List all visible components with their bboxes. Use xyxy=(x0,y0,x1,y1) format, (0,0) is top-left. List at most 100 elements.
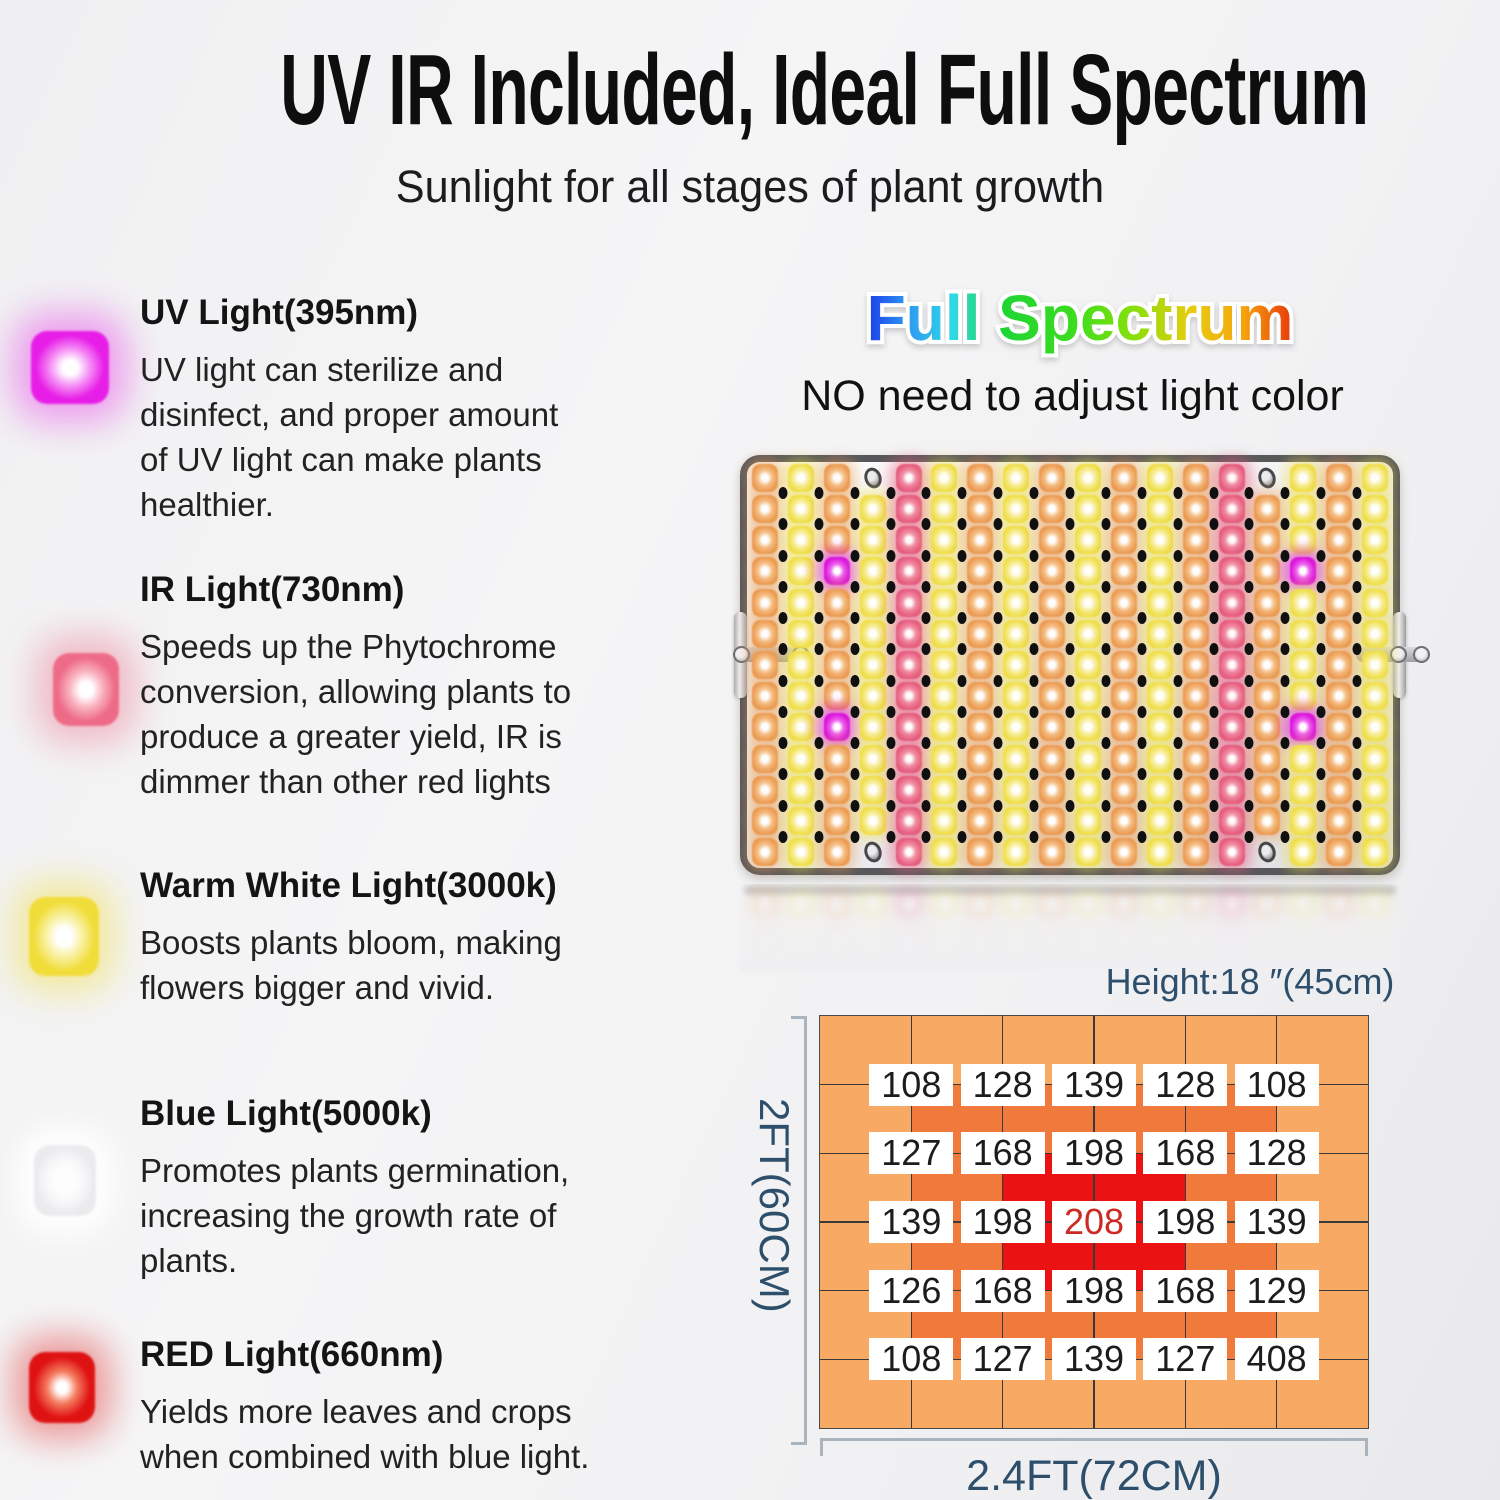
led-orange xyxy=(1182,494,1209,523)
led-yellow xyxy=(931,807,958,836)
vent-hole xyxy=(1137,768,1147,781)
vent-hole xyxy=(778,580,788,593)
bracket-screw-icon xyxy=(1390,646,1407,663)
led-yellow xyxy=(1074,526,1101,555)
led-orange xyxy=(1110,463,1137,492)
led-yellow xyxy=(787,588,814,617)
vent-hole xyxy=(1101,799,1111,812)
vent-hole xyxy=(1065,799,1075,812)
led-yellow xyxy=(1074,744,1101,773)
led-pink xyxy=(895,744,922,773)
reflection-fade xyxy=(740,884,1400,972)
led-orange xyxy=(967,682,994,711)
led-yellow xyxy=(1074,588,1101,617)
led-yellow xyxy=(787,463,814,492)
led-orange xyxy=(1254,744,1281,773)
led-orange xyxy=(1326,588,1353,617)
vent-hole xyxy=(1280,830,1290,843)
vent-hole xyxy=(921,612,931,625)
vent-hole xyxy=(1316,643,1326,656)
ppfd-value-label: 127 xyxy=(1143,1338,1228,1381)
ppfd-value-label: 126 xyxy=(869,1269,954,1312)
led-orange xyxy=(1039,619,1066,648)
vent-hole xyxy=(1137,799,1147,812)
vent-hole xyxy=(814,549,824,562)
red-led-icon xyxy=(29,1352,95,1423)
ppfd-value-label: 129 xyxy=(1234,1269,1319,1312)
led-orange xyxy=(751,463,778,492)
led-yellow xyxy=(1146,807,1173,836)
light-item-title: IR Light(730nm) xyxy=(140,570,405,609)
led-orange xyxy=(1039,838,1066,867)
vent-hole xyxy=(1173,737,1183,750)
vent-hole xyxy=(886,612,896,625)
vent-hole xyxy=(1173,705,1183,718)
vent-hole xyxy=(1029,643,1039,656)
vent-hole xyxy=(814,705,824,718)
y-axis-label: 2FT(60CM) xyxy=(751,1097,798,1313)
vent-hole xyxy=(850,830,860,843)
led-yellow xyxy=(1290,744,1317,773)
vent-hole xyxy=(886,830,896,843)
led-pink xyxy=(1218,744,1245,773)
led-yellow xyxy=(1362,651,1389,679)
ppfd-value-label: 208 xyxy=(1052,1201,1136,1243)
warm-white-led-icon xyxy=(29,897,99,976)
led-orange xyxy=(751,619,778,648)
led-yellow xyxy=(1074,494,1101,523)
led-orange xyxy=(1326,713,1353,742)
vent-hole xyxy=(886,580,896,593)
led-yellow xyxy=(1146,526,1173,555)
vent-hole xyxy=(1029,549,1039,562)
vent-hole xyxy=(850,580,860,593)
vent-hole xyxy=(814,768,824,781)
light-item-description: Speeds up the Phytochrome conversion, al… xyxy=(140,628,572,800)
led-yellow xyxy=(1003,651,1030,679)
ppfd-value-label: 128 xyxy=(1234,1132,1319,1175)
led-yellow xyxy=(787,557,814,586)
led-orange xyxy=(1326,682,1353,711)
light-item-description: UV light can sterilize and disinfect, an… xyxy=(140,351,559,523)
vent-hole xyxy=(1029,580,1039,593)
led-orange xyxy=(1039,588,1066,617)
light-item-description: Yields more leaves and crops when combin… xyxy=(140,1393,590,1475)
ppfd-value-label: 198 xyxy=(1143,1201,1228,1243)
vent-hole xyxy=(993,549,1003,562)
vent-hole xyxy=(1280,768,1290,781)
vent-hole xyxy=(1280,799,1290,812)
ppfd-value-label: 198 xyxy=(1052,1269,1136,1312)
led-yellow xyxy=(1074,682,1101,711)
vent-hole xyxy=(1209,580,1219,593)
led-pink xyxy=(895,651,922,679)
vent-hole xyxy=(993,487,1003,500)
led-yellow xyxy=(1362,463,1389,492)
ppfd-value-label: 139 xyxy=(1052,1338,1136,1381)
x-axis-label: 2.4FT(72CM) xyxy=(966,1452,1222,1500)
led-yellow xyxy=(1290,526,1317,555)
vent-hole xyxy=(1065,487,1075,500)
led-pink xyxy=(895,619,922,648)
vent-hole xyxy=(1244,799,1254,812)
led-yellow xyxy=(859,557,886,586)
vent-hole xyxy=(778,799,788,812)
led-yellow xyxy=(1146,494,1173,523)
vent-hole xyxy=(921,487,931,500)
led-yellow xyxy=(859,651,886,679)
light-item-uv: UV Light(395nm) UV light can sterilize a… xyxy=(140,293,652,527)
led-yellow xyxy=(1074,713,1101,742)
led-orange xyxy=(967,619,994,648)
vent-hole xyxy=(1352,549,1362,562)
light-item-red: RED Light(660nm) Yields more leaves and … xyxy=(140,1335,652,1479)
panel-screw-icon xyxy=(861,839,884,865)
led-orange xyxy=(823,744,850,773)
vent-hole xyxy=(1137,737,1147,750)
vent-hole xyxy=(886,674,896,687)
led-orange xyxy=(967,494,994,523)
led-orange xyxy=(1039,775,1066,804)
ppfd-value-label: 128 xyxy=(1143,1063,1228,1106)
led-orange xyxy=(751,494,778,523)
vent-hole xyxy=(957,830,967,843)
led-pink xyxy=(1218,619,1245,648)
led-yellow xyxy=(1074,619,1101,648)
led-orange xyxy=(823,651,850,679)
